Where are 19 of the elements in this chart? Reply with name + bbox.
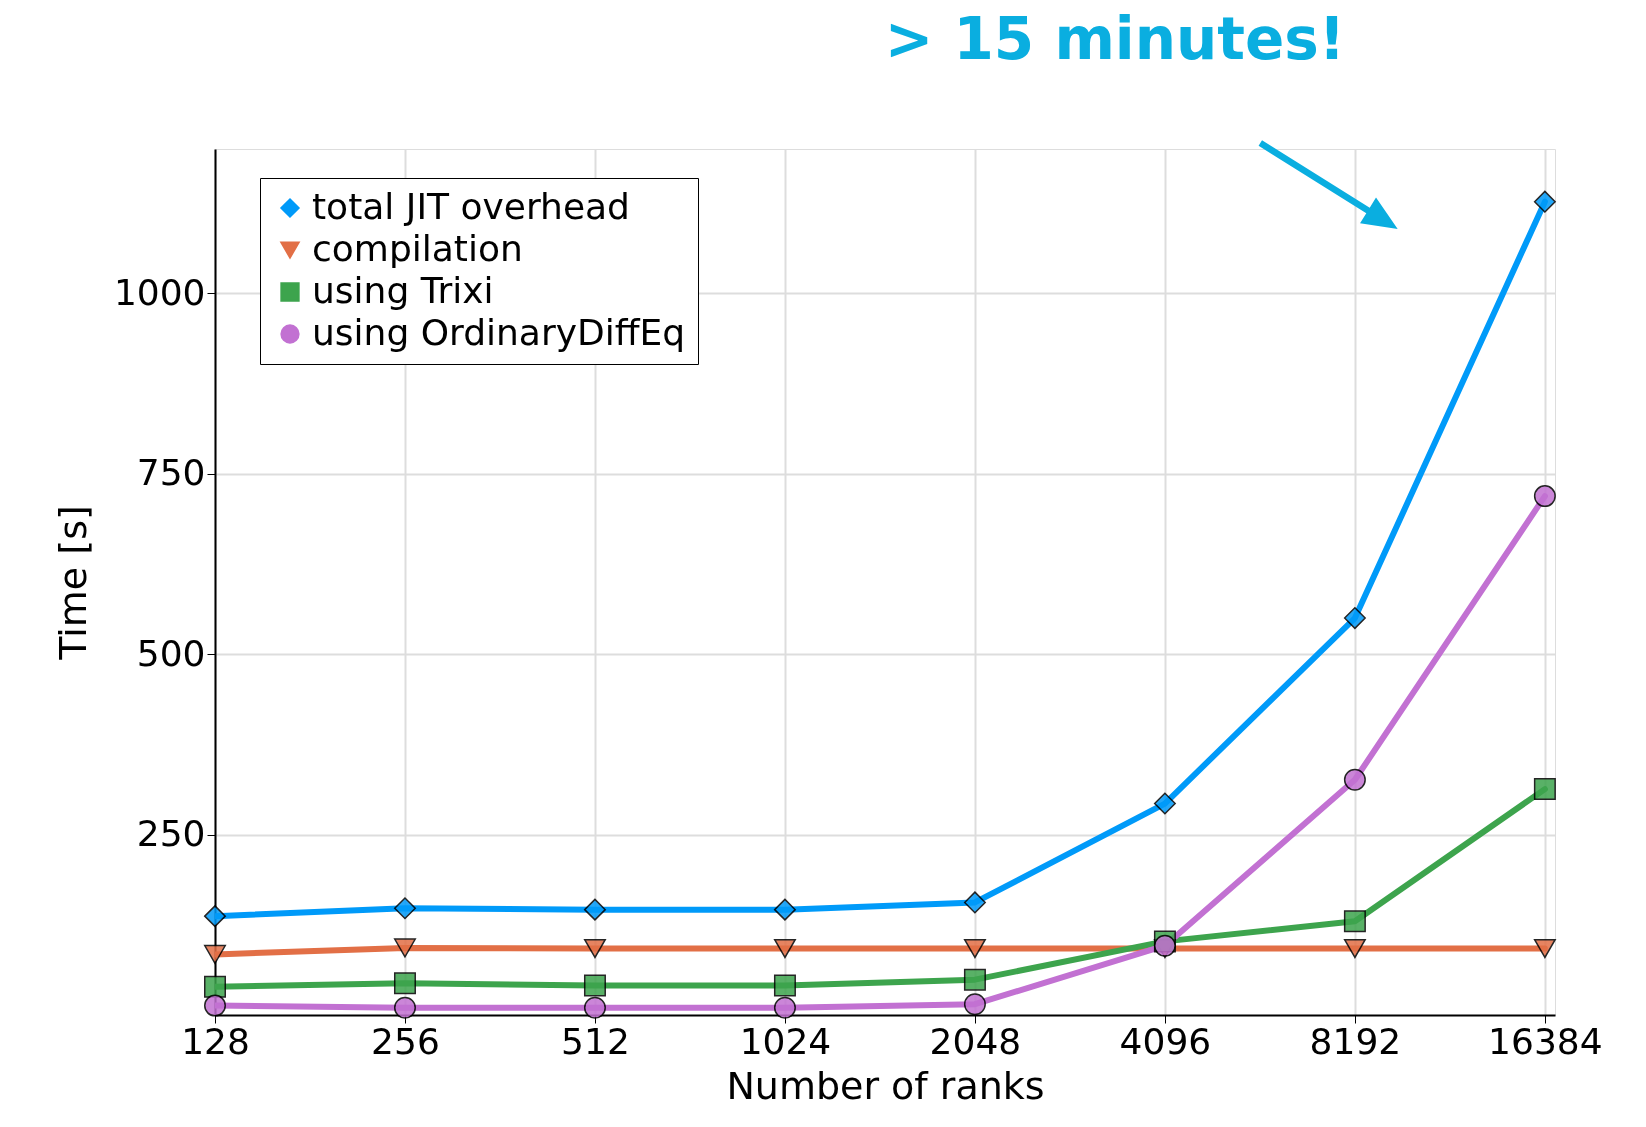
x-tick-label: 1024 bbox=[739, 1020, 832, 1062]
x-axis-title: Number of ranks bbox=[726, 1063, 1045, 1108]
x-tick-label: 8192 bbox=[1309, 1020, 1402, 1062]
y-tick-label: 1000 bbox=[113, 271, 206, 313]
x-tick-label: 4096 bbox=[1119, 1020, 1212, 1062]
x-tick-label: 512 bbox=[561, 1020, 630, 1062]
y-tick-label: 500 bbox=[136, 632, 206, 674]
legend-label: using Trixi bbox=[312, 270, 494, 311]
legend-label: total JIT overhead bbox=[312, 186, 630, 227]
y-axis-title: Time [s] bbox=[50, 505, 95, 661]
text: > 15 minutes! bbox=[884, 5, 1346, 73]
y-tick-label: 250 bbox=[136, 813, 206, 855]
legend-label: using OrdinaryDiffEq bbox=[312, 312, 686, 353]
legend-label: compilation bbox=[312, 228, 523, 269]
y-tick-label: 750 bbox=[136, 452, 206, 494]
x-tick-label: 16384 bbox=[1488, 1020, 1603, 1062]
x-tick-label: 256 bbox=[371, 1020, 440, 1062]
x-tick-label: 128 bbox=[181, 1020, 250, 1062]
x-tick-label: 2048 bbox=[929, 1020, 1022, 1062]
